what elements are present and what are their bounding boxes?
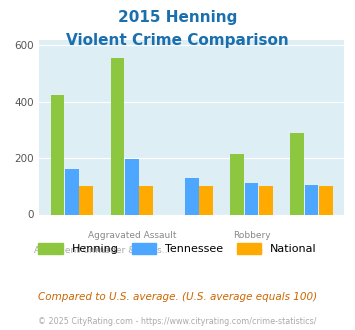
Text: Robbery: Robbery [233,231,271,240]
Text: Violent Crime Comparison: Violent Crime Comparison [66,33,289,48]
Text: Compared to U.S. average. (U.S. average equals 100): Compared to U.S. average. (U.S. average … [38,292,317,302]
Legend: Henning, Tennessee, National: Henning, Tennessee, National [34,238,321,258]
Text: All Violent Crime: All Violent Crime [34,247,110,255]
Bar [51,95,65,214]
Bar [111,58,124,214]
Bar [230,154,244,214]
Text: 2015 Henning: 2015 Henning [118,10,237,25]
Bar [139,186,153,214]
Bar [259,186,273,214]
Bar [305,185,318,214]
Text: © 2025 CityRating.com - https://www.cityrating.com/crime-statistics/: © 2025 CityRating.com - https://www.city… [38,317,317,326]
Bar [80,186,93,214]
Bar [185,178,198,214]
Bar [319,186,333,214]
Text: Murder & Mans...: Murder & Mans... [93,247,170,255]
Text: Rape: Rape [240,247,263,255]
Bar [125,159,139,214]
Bar [65,169,79,214]
Bar [290,133,304,214]
Bar [245,183,258,214]
Bar [199,186,213,214]
Text: Aggravated Assault: Aggravated Assault [88,231,176,240]
